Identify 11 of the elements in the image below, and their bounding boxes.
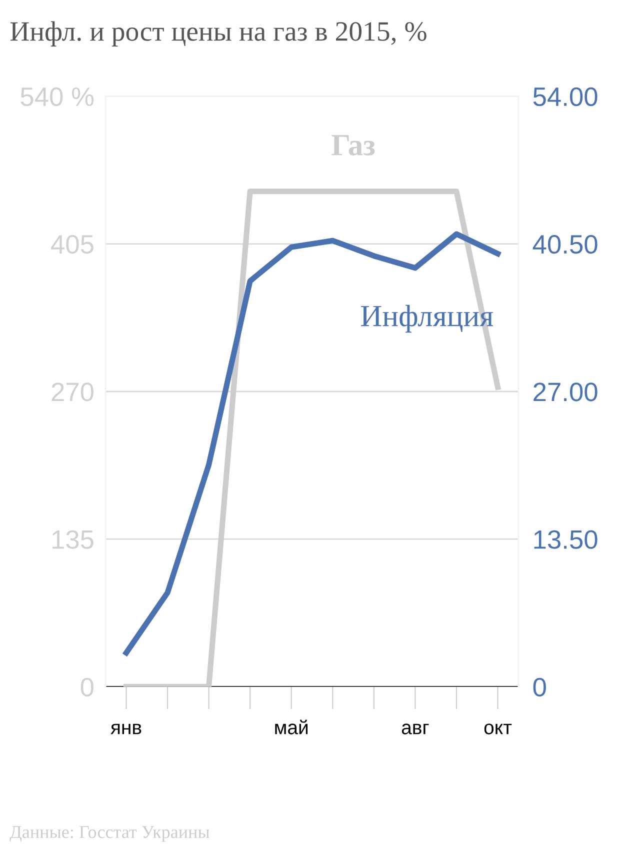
y2-tick-label: 27.00 <box>534 382 598 402</box>
chart-title: Инфл. и рост цены на газ в 2015, % <box>10 21 426 46</box>
x-tick-label: янв <box>110 724 142 734</box>
y2-tick-label: 40.50 <box>532 235 598 254</box>
x-tick-label: авг <box>402 724 429 734</box>
y2-tick-label: 13.50 <box>534 530 598 549</box>
x-tick-label: май <box>275 720 308 734</box>
y2-tick-label: 54.00 <box>533 87 598 106</box>
x-tick-label: окт <box>484 724 512 734</box>
y2-tick-label: 0 <box>533 678 546 697</box>
series-label: Инфляция <box>360 304 494 333</box>
